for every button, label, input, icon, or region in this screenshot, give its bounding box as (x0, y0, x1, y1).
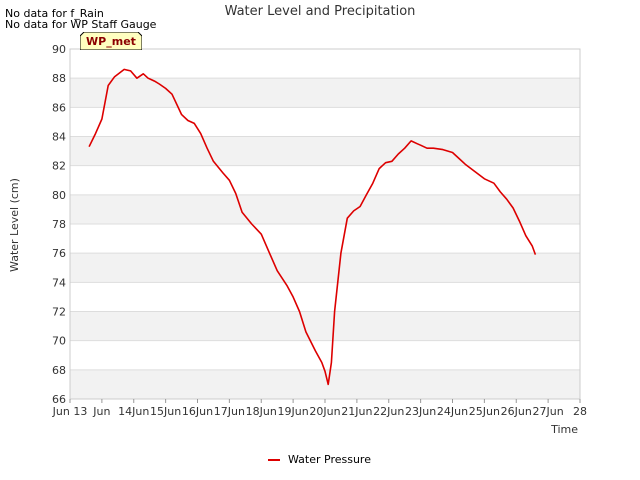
no-data-note-staff-gauge: No data for WP Staff Gauge (5, 18, 157, 31)
plot-grid (69, 48, 581, 400)
y-axis-ticks: 66 68 70 72 74 76 78 80 82 84 86 88 90 (52, 43, 66, 406)
y-axis-label: Water Level (cm) (8, 178, 21, 272)
no-data-note-rain: No data for f_Rain (5, 7, 104, 20)
plot-bands (70, 78, 580, 399)
plot-band (70, 194, 580, 224)
plot-band (70, 369, 580, 399)
y-tick-label: 76 (52, 247, 66, 260)
x-tick-label: 15Jun (150, 405, 181, 418)
y-tick-label: 84 (52, 131, 66, 144)
x-axis-ticks: Jun 13 Jun 14Jun 15Jun 16Jun 17Jun 18Jun 19Jun 2… (52, 399, 587, 418)
y-tick-label: 74 (52, 276, 66, 289)
x-tick-label: 20Jun (309, 405, 340, 418)
legend-swatch-water-pressure (268, 458, 280, 461)
x-tick-label: 26Jun (501, 405, 532, 418)
x-tick-label: 25Jun (469, 405, 500, 418)
chart-title: Water Level and Precipitation (225, 4, 416, 19)
site-badge: WP_met (80, 32, 142, 50)
y-tick-label: 68 (52, 364, 66, 377)
y-tick-label: 80 (52, 189, 66, 202)
series-lines (88, 68, 537, 386)
y-tick-label: 78 (52, 218, 66, 231)
chart-legend: Water Pressure (268, 453, 371, 466)
x-tick-label: 22Jun (373, 405, 404, 418)
y-tick-label: 90 (52, 43, 66, 56)
x-axis-label: Time (550, 423, 578, 436)
y-tick-label: 86 (52, 101, 66, 114)
y-tick-label: 82 (52, 160, 66, 173)
x-tick-label: 28 (573, 405, 587, 418)
x-tick-label: 14Jun (118, 405, 149, 418)
plot-band (70, 78, 580, 108)
y-tick-label: 70 (52, 335, 66, 348)
y-tick-label: 72 (52, 306, 66, 319)
x-tick-label: 18Jun (246, 405, 277, 418)
y-tick-label: 88 (52, 72, 66, 85)
x-tick-label: 17Jun (214, 405, 245, 418)
x-tick-label: 16Jun (182, 405, 213, 418)
x-tick-label: 21Jun (341, 405, 372, 418)
x-tick-label: Jun (92, 405, 110, 418)
site-badge-label: WP_met (86, 35, 136, 48)
x-tick-label: Jun 13 (52, 405, 88, 418)
series-line-water-pressure (88, 68, 537, 386)
x-tick-label: 27Jun (533, 405, 564, 418)
plot-band (70, 136, 580, 166)
legend-label-water-pressure: Water Pressure (288, 453, 371, 466)
x-tick-label: 19Jun (278, 405, 309, 418)
y-tick-label: 66 (52, 393, 66, 406)
x-tick-label: 24Jun (437, 405, 468, 418)
plot-band (70, 311, 580, 341)
plot-band (70, 253, 580, 283)
x-tick-label: 23Jun (405, 405, 436, 418)
